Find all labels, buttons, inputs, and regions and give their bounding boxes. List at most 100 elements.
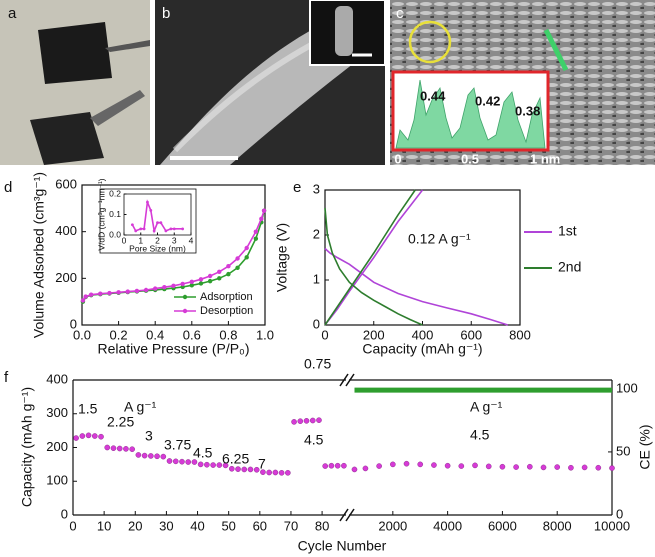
data-point: [362, 465, 369, 472]
series-line: [324, 189, 509, 326]
data-point: [185, 459, 192, 465]
x-tick-label: 800: [509, 327, 531, 342]
y2-tick-label: 0: [616, 506, 623, 521]
data-point: [88, 292, 94, 297]
data-point: [376, 463, 382, 469]
x-tick-label: 0.8: [219, 327, 237, 342]
photo-a: [0, 0, 150, 165]
x-tick-label: 2000: [378, 518, 407, 533]
data-point: [134, 229, 138, 233]
data-point: [253, 236, 259, 241]
data-point: [297, 418, 304, 424]
data-point: [207, 273, 213, 279]
data-point: [244, 245, 249, 251]
data-point: [595, 464, 602, 471]
tem-image-c: [390, 0, 655, 165]
data-point: [197, 461, 204, 468]
panel-label: d: [4, 179, 12, 196]
data-point: [261, 208, 267, 213]
x-tick-label: 0.2: [110, 327, 128, 342]
data-point: [80, 298, 86, 303]
y-axis-label: Voltage (V): [274, 223, 290, 292]
data-point: [210, 462, 216, 468]
y-axis-label: V/dD (cm³g⁻¹nm⁻¹): [96, 178, 106, 250]
y-tick-label: 200: [46, 439, 68, 454]
data-point: [98, 433, 104, 440]
data-point: [217, 269, 222, 274]
y2-axis-label: CE (%): [637, 424, 653, 469]
annotation: 0.12 A g⁻¹: [408, 231, 471, 247]
annotation: 4.5: [304, 432, 324, 448]
x-tick-label: 8000: [543, 518, 572, 533]
data-point: [129, 446, 135, 452]
data-point: [139, 227, 143, 231]
data-point: [152, 229, 156, 233]
data-point: [253, 229, 259, 234]
y-tick-label: 1: [313, 271, 320, 286]
annotation: 3.75: [164, 437, 191, 453]
data-point: [153, 286, 158, 291]
y-tick-label: 0: [313, 316, 320, 331]
data-point: [303, 418, 310, 424]
data-point: [198, 277, 204, 282]
y-axis-label: Capacity (mAh g⁻¹): [19, 387, 35, 507]
annotation: 6.25: [222, 451, 249, 467]
peak-label: 0.44: [420, 88, 446, 103]
data-point: [172, 458, 179, 465]
x-tick-label: 30: [159, 518, 173, 533]
panel-label: e: [293, 179, 301, 196]
data-point: [235, 466, 241, 472]
data-point: [125, 289, 130, 294]
annotation: 4.5: [470, 427, 490, 443]
data-point: [85, 432, 92, 439]
data-point: [527, 463, 533, 470]
legend-label: 2nd: [558, 259, 581, 275]
data-point: [207, 278, 213, 284]
data-point: [141, 452, 148, 459]
data-point: [135, 452, 142, 458]
y-tick-label: 300: [46, 405, 68, 420]
plot-frame: [81, 184, 266, 326]
y-tick-label: 200: [55, 270, 77, 285]
annotation: 7: [258, 456, 266, 472]
y-tick-label: 0.2: [109, 188, 121, 198]
data-point: [216, 462, 223, 468]
data-point: [204, 461, 210, 468]
data-point: [417, 461, 424, 468]
data-point: [351, 466, 358, 473]
data-point: [179, 458, 185, 465]
y-tick-label: 400: [55, 223, 77, 238]
x-tick-label: 80: [315, 518, 329, 533]
x-tick-label: 0: [321, 327, 328, 342]
y-tick-label: 100: [46, 473, 68, 488]
x-tick-label: 6000: [488, 518, 517, 533]
x-tick-label: 0.0: [73, 327, 91, 342]
data-point: [73, 435, 79, 441]
data-point: [244, 255, 249, 260]
x-tick-label: 200: [363, 327, 385, 342]
data-point: [123, 446, 129, 452]
data-point: [341, 462, 347, 469]
x-axis-label: Capacity (mAh g⁻¹): [362, 341, 482, 357]
data-point: [171, 283, 176, 288]
legend-marker: [182, 308, 188, 314]
data-point: [217, 276, 222, 281]
data-point: [110, 445, 117, 451]
data-point: [162, 285, 167, 290]
data-point: [260, 469, 266, 475]
legend-label: Adsorption: [200, 291, 253, 303]
y-tick-label: 0: [61, 506, 68, 521]
data-point: [226, 271, 231, 277]
data-point: [485, 463, 492, 470]
legend-marker: [182, 294, 188, 300]
data-point: [554, 464, 561, 470]
data-point: [444, 462, 451, 469]
data-point: [431, 462, 437, 468]
data-point: [148, 453, 154, 459]
data-point: [235, 256, 240, 261]
x-tick-label: 2: [155, 235, 160, 245]
data-point: [247, 466, 254, 473]
profile-x-label: 0: [394, 151, 401, 166]
data-point: [266, 469, 272, 476]
x-axis-label: Relative Pressure (P/P₀): [97, 341, 249, 357]
